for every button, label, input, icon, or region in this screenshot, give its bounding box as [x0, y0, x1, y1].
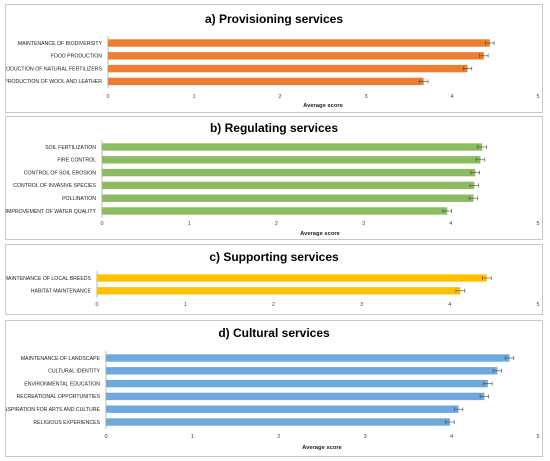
category-label: CONTROL OF INVASIVE SPECIES	[13, 183, 96, 189]
chart-panel-provisioning: a) Provisioning services MAINTENANCE OF B…	[5, 4, 543, 113]
chart-title: c) Supporting services	[209, 250, 339, 264]
x-tick-label: 4	[450, 94, 453, 100]
bar	[108, 64, 468, 73]
bar	[102, 168, 476, 177]
category-label: SOIL FERTILIZATION	[45, 145, 96, 151]
bar	[102, 207, 448, 215]
category-label: IMPROVEMENT OF WATER QUALITY	[6, 209, 97, 215]
x-tick-label: 1	[188, 221, 191, 227]
chart-panel-cultural: d) Cultural services MAINTENANCE OF LANDS…	[5, 320, 543, 457]
bar	[108, 77, 424, 86]
x-tick-label: 3	[364, 434, 367, 440]
bar	[106, 354, 510, 362]
category-label: POLLINATION	[62, 196, 96, 202]
x-tick-label: 2	[275, 221, 278, 227]
bar	[102, 181, 475, 190]
bar	[106, 367, 498, 375]
bar	[106, 379, 488, 388]
category-label: FOOD PRODUCTION	[51, 54, 103, 60]
x-axis-label: Average score	[300, 231, 341, 237]
category-label: PRODUCTION OF NATURAL FERTILIZERS	[6, 66, 103, 72]
x-tick-label: 0	[104, 434, 107, 440]
category-label: MAINTENANCE OF LOCAL BREEDS	[6, 276, 92, 282]
x-tick-label: 5	[536, 221, 539, 227]
category-label: MAINTENANCE OF LANDSCAPE	[21, 356, 101, 362]
category-label: RELIGIOUS EXPERIENCES	[33, 420, 100, 426]
bar	[106, 418, 450, 426]
x-axis-label: Average score	[303, 103, 344, 109]
bar	[102, 156, 481, 164]
x-tick-label: 3	[360, 302, 363, 308]
category-label: PRODUCTION OF WOOL AND LEATHER	[6, 79, 102, 85]
chart-panel-supporting: c) Supporting services MAINTENANCE OF LOC…	[5, 244, 543, 315]
supporting-chart: c) Supporting services MAINTENANCE OF LOC…	[6, 250, 540, 308]
chart-title: a) Provisioning services	[205, 12, 343, 26]
chart-title: b) Regulating services	[210, 121, 338, 135]
x-tick-label: 4	[449, 221, 452, 227]
category-label: CONTROL OF SOIL EROSION	[24, 170, 97, 176]
category-label: FIRE CONTROL	[57, 158, 96, 164]
x-tick-label: 5	[536, 94, 539, 100]
category-label: CULTURAL IDENTITY	[48, 369, 100, 375]
x-tick-label: 0	[95, 302, 98, 308]
bar	[102, 194, 474, 202]
cultural-chart: d) Cultural services MAINTENANCE OF LANDS…	[6, 326, 540, 451]
x-tick-label: 3	[362, 221, 365, 227]
x-tick-label: 2	[278, 94, 281, 100]
x-tick-label: 4	[450, 434, 453, 440]
x-axis-label: Average score	[302, 445, 343, 451]
bar	[97, 287, 461, 295]
regulating-chart: b) Regulating services SOIL FERTILIZATION…	[6, 121, 540, 237]
bar	[97, 274, 487, 282]
bar	[108, 52, 484, 60]
category-label: ENVIRONMENTAL EDUCATION	[24, 381, 100, 387]
x-tick-label: 2	[277, 434, 280, 440]
x-tick-label: 1	[184, 302, 187, 308]
x-tick-label: 2	[272, 302, 275, 308]
bar	[106, 405, 459, 413]
x-tick-label: 3	[364, 94, 367, 100]
x-tick-label: 5	[536, 434, 539, 440]
bar	[102, 143, 483, 151]
bar	[106, 392, 485, 401]
x-tick-label: 0	[100, 221, 103, 227]
bar	[108, 39, 490, 47]
x-tick-label: 4	[448, 302, 451, 308]
provisioning-chart: a) Provisioning services MAINTENANCE OF B…	[6, 12, 540, 109]
x-tick-label: 5	[536, 302, 539, 308]
chart-title: d) Cultural services	[218, 326, 330, 340]
x-tick-label: 0	[106, 94, 109, 100]
chart-panel-regulating: b) Regulating services SOIL FERTILIZATION…	[5, 116, 543, 240]
category-label: HABITAT MAINTENANCE	[31, 289, 92, 295]
category-label: MAINTENANCE OF BIODIVERSITY	[18, 41, 103, 47]
x-tick-label: 1	[191, 434, 194, 440]
x-tick-label: 1	[192, 94, 195, 100]
category-label: INSPIRATION FOR ARTS AND CULTURE	[6, 407, 101, 413]
category-label: RECREATIONAL OPPORTUNITIES	[17, 394, 101, 400]
